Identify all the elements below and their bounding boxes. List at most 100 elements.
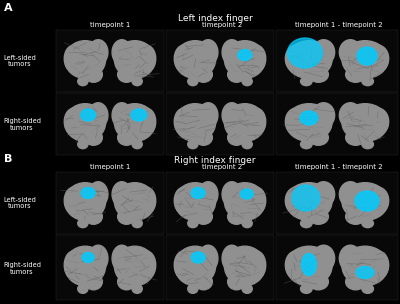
Ellipse shape: [64, 45, 83, 72]
Ellipse shape: [118, 209, 135, 224]
Text: timepoint 1: timepoint 1: [90, 22, 130, 28]
FancyBboxPatch shape: [166, 30, 274, 92]
Ellipse shape: [357, 47, 377, 65]
Ellipse shape: [132, 219, 142, 228]
Ellipse shape: [302, 254, 316, 275]
Ellipse shape: [88, 103, 108, 128]
Text: Left-sided
tumors: Left-sided tumors: [3, 54, 36, 67]
Ellipse shape: [114, 246, 155, 286]
Ellipse shape: [195, 67, 212, 82]
Ellipse shape: [313, 103, 335, 128]
FancyBboxPatch shape: [56, 30, 164, 92]
Ellipse shape: [222, 40, 242, 65]
Ellipse shape: [137, 108, 156, 135]
FancyBboxPatch shape: [276, 93, 398, 155]
Ellipse shape: [285, 45, 306, 72]
Ellipse shape: [224, 104, 265, 141]
Ellipse shape: [198, 245, 218, 271]
Text: Right-sided
tumors: Right-sided tumors: [3, 261, 41, 275]
Ellipse shape: [308, 67, 328, 82]
Ellipse shape: [64, 108, 83, 135]
Ellipse shape: [224, 246, 265, 286]
Ellipse shape: [224, 41, 265, 78]
Text: Right-sided
tumors: Right-sided tumors: [3, 118, 41, 130]
Ellipse shape: [224, 183, 265, 220]
Ellipse shape: [175, 183, 216, 220]
Ellipse shape: [188, 219, 198, 228]
Ellipse shape: [247, 251, 266, 279]
Ellipse shape: [65, 246, 106, 286]
Ellipse shape: [174, 187, 193, 214]
FancyBboxPatch shape: [276, 30, 398, 92]
Ellipse shape: [65, 41, 106, 78]
Ellipse shape: [288, 38, 322, 68]
Ellipse shape: [286, 41, 332, 78]
Ellipse shape: [368, 108, 389, 135]
Ellipse shape: [85, 67, 102, 82]
Ellipse shape: [339, 182, 361, 207]
Text: timepoint 2: timepoint 2: [202, 164, 242, 170]
Ellipse shape: [247, 187, 266, 214]
Ellipse shape: [222, 245, 242, 271]
Ellipse shape: [131, 109, 147, 121]
Ellipse shape: [313, 40, 335, 65]
Ellipse shape: [112, 245, 132, 271]
Ellipse shape: [240, 189, 253, 199]
Ellipse shape: [85, 130, 102, 145]
Ellipse shape: [78, 77, 88, 86]
Ellipse shape: [228, 274, 245, 290]
Ellipse shape: [114, 104, 155, 141]
FancyBboxPatch shape: [56, 93, 164, 155]
FancyBboxPatch shape: [56, 235, 164, 300]
Ellipse shape: [198, 103, 218, 128]
Ellipse shape: [292, 185, 320, 211]
Ellipse shape: [313, 245, 335, 271]
Ellipse shape: [228, 209, 245, 224]
Ellipse shape: [112, 40, 132, 65]
Ellipse shape: [308, 130, 328, 145]
Ellipse shape: [286, 183, 332, 220]
FancyBboxPatch shape: [166, 172, 274, 234]
FancyBboxPatch shape: [276, 235, 398, 300]
Ellipse shape: [132, 140, 142, 149]
Ellipse shape: [346, 209, 366, 224]
Ellipse shape: [355, 191, 379, 211]
Ellipse shape: [188, 140, 198, 149]
Ellipse shape: [118, 274, 135, 290]
Ellipse shape: [308, 274, 328, 290]
Ellipse shape: [78, 140, 88, 149]
Ellipse shape: [137, 187, 156, 214]
Ellipse shape: [346, 130, 366, 145]
Ellipse shape: [242, 77, 252, 86]
Ellipse shape: [242, 219, 252, 228]
Ellipse shape: [191, 252, 205, 263]
Ellipse shape: [285, 187, 306, 214]
Ellipse shape: [342, 41, 388, 78]
Ellipse shape: [65, 183, 106, 220]
Ellipse shape: [118, 130, 135, 145]
Ellipse shape: [112, 103, 132, 128]
Ellipse shape: [242, 284, 252, 293]
Ellipse shape: [228, 67, 245, 82]
Ellipse shape: [285, 108, 306, 135]
Ellipse shape: [362, 77, 374, 86]
Ellipse shape: [356, 267, 374, 278]
Ellipse shape: [368, 187, 389, 214]
Ellipse shape: [85, 209, 102, 224]
Ellipse shape: [247, 108, 266, 135]
Ellipse shape: [195, 209, 212, 224]
Ellipse shape: [285, 251, 306, 279]
Ellipse shape: [300, 219, 312, 228]
Ellipse shape: [132, 77, 142, 86]
Ellipse shape: [64, 187, 83, 214]
Text: Left index finger: Left index finger: [178, 14, 252, 23]
Ellipse shape: [114, 183, 155, 220]
Ellipse shape: [286, 104, 332, 141]
Ellipse shape: [85, 274, 102, 290]
Ellipse shape: [339, 103, 361, 128]
Ellipse shape: [174, 251, 193, 279]
Ellipse shape: [300, 284, 312, 293]
Ellipse shape: [78, 284, 88, 293]
Ellipse shape: [198, 40, 218, 65]
FancyBboxPatch shape: [166, 93, 274, 155]
